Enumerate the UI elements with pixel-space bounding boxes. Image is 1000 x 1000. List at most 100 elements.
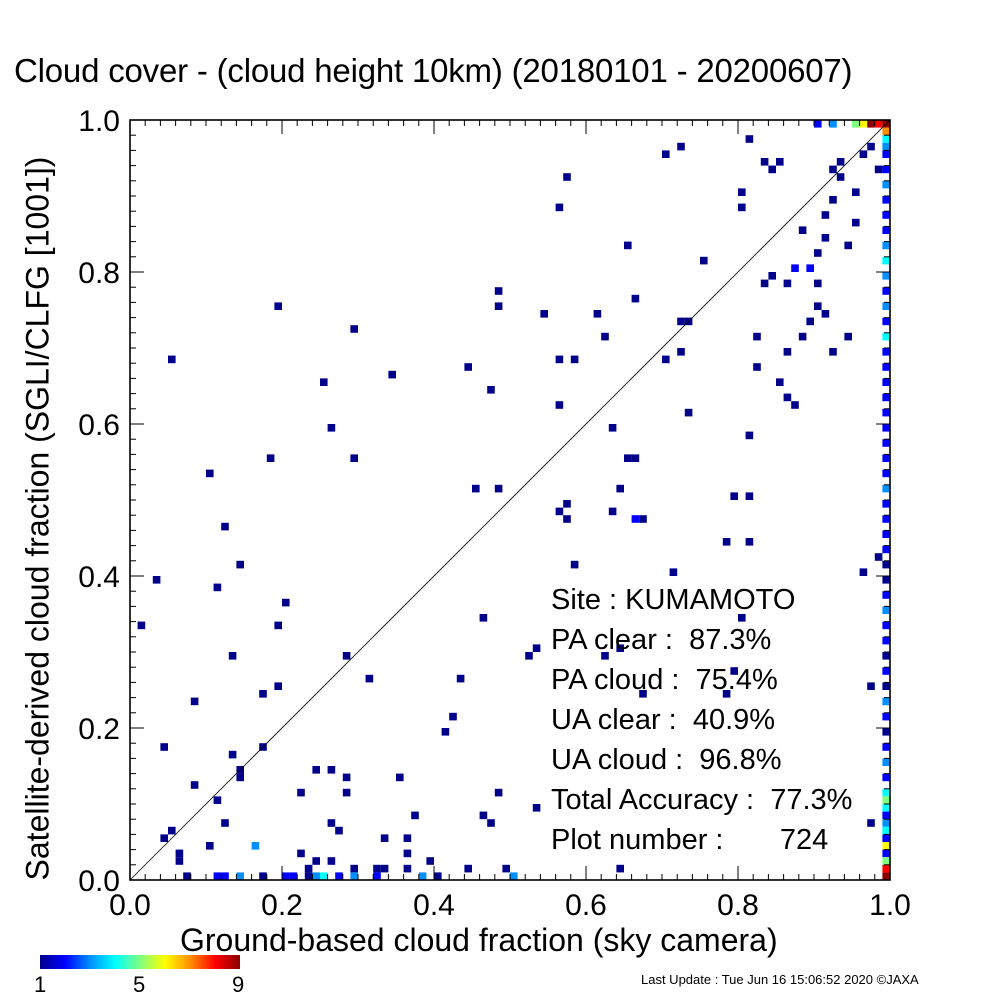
heatmap-cell bbox=[327, 857, 336, 865]
heatmap-cell bbox=[882, 864, 890, 873]
x-axis-label: Ground-based cloud fraction (sky camera) bbox=[180, 922, 778, 958]
heatmap-cell bbox=[175, 857, 184, 865]
heatmap-cell bbox=[874, 165, 883, 174]
x-tick-label: 0.0 bbox=[109, 889, 151, 922]
heatmap-cell bbox=[464, 363, 472, 371]
stat-ua-cloud: UA cloud : 96.8% bbox=[551, 744, 782, 776]
heatmap-cell bbox=[882, 226, 890, 234]
heatmap-cell bbox=[206, 842, 214, 850]
heatmap-cell bbox=[494, 484, 503, 493]
heatmap-cell bbox=[874, 553, 883, 561]
heatmap-cell bbox=[760, 279, 769, 288]
heatmap-cell bbox=[882, 712, 890, 721]
heatmap-cell bbox=[882, 302, 890, 310]
heatmap-cell bbox=[282, 872, 290, 880]
axis-tick-labels: 0.0 0.2 0.4 0.6 0.8 1.0 0.0 0.2 0.4 0.6 0.8 1.0 bbox=[78, 105, 911, 922]
colorbar-tick-1: 1 bbox=[34, 972, 47, 997]
heatmap-cell bbox=[882, 530, 890, 538]
heatmap-cell bbox=[190, 697, 199, 706]
heatmap-cell bbox=[882, 652, 890, 660]
heatmap-cell bbox=[882, 142, 890, 151]
heatmap-cell bbox=[555, 203, 564, 212]
heatmap-cell bbox=[776, 378, 784, 386]
heatmap-cell bbox=[312, 872, 320, 880]
heatmap-cell bbox=[836, 158, 845, 166]
heatmap-cell bbox=[479, 614, 488, 622]
heatmap-cell bbox=[677, 317, 685, 326]
heatmap-cell bbox=[783, 348, 792, 356]
heatmap-cell bbox=[882, 728, 890, 736]
heatmap-cell bbox=[738, 614, 746, 622]
y-axis-label: Satellite-derived cloud fraction (SGLI/C… bbox=[19, 156, 56, 881]
y-tick-label: 0.8 bbox=[78, 257, 120, 290]
heatmap-cell bbox=[745, 135, 754, 143]
heatmap-cell bbox=[882, 332, 890, 341]
heatmap-cell bbox=[342, 652, 351, 660]
heatmap-cell bbox=[882, 796, 890, 804]
heatmap-cell bbox=[236, 773, 244, 782]
heatmap-cell bbox=[859, 120, 868, 128]
heatmap-cell bbox=[753, 363, 761, 371]
heatmap-cell bbox=[844, 332, 852, 341]
heatmap-cell bbox=[327, 424, 336, 432]
heatmap-cell bbox=[616, 864, 624, 873]
heatmap-cell bbox=[882, 697, 890, 706]
heatmap-cell bbox=[753, 332, 761, 341]
heatmap-cell bbox=[882, 393, 890, 402]
heatmap-cell bbox=[396, 773, 404, 782]
heatmap-cell bbox=[342, 788, 351, 797]
heatmap-cell bbox=[798, 226, 807, 234]
heatmap-cell bbox=[738, 188, 746, 196]
heatmap-cell bbox=[882, 439, 890, 447]
heatmap-cell bbox=[844, 241, 852, 250]
heatmap-cell bbox=[289, 872, 298, 880]
stats-panel: Site : KUMAMOTO PA clear : 87.3% PA clou… bbox=[551, 580, 852, 860]
heatmap-cell bbox=[662, 150, 670, 158]
heatmap-cell bbox=[882, 241, 890, 250]
heatmap-cell bbox=[882, 621, 890, 630]
heatmap-cell bbox=[814, 120, 822, 128]
heatmap-cell bbox=[791, 401, 799, 409]
heatmap-cell bbox=[608, 424, 617, 432]
heatmap-cell bbox=[449, 712, 457, 721]
heatmap-cell bbox=[882, 469, 890, 478]
heatmap-cell bbox=[760, 158, 769, 166]
heatmap-cell bbox=[160, 834, 168, 842]
heatmap-cell bbox=[722, 538, 731, 546]
heatmap-cell bbox=[555, 355, 564, 364]
heatmap-cell bbox=[882, 560, 890, 569]
heatmap-cell bbox=[882, 317, 890, 326]
heatmap-cell bbox=[730, 492, 738, 500]
last-update-footer: Last Update : Tue Jun 16 15:06:52 2020 ©… bbox=[641, 972, 919, 987]
heatmap-cell bbox=[882, 834, 890, 842]
heatmap-cell bbox=[882, 150, 890, 158]
heatmap-cell bbox=[320, 872, 328, 880]
heatmap-cell bbox=[487, 819, 495, 827]
heatmap-cell bbox=[882, 211, 890, 219]
heatmap-cell bbox=[282, 598, 290, 607]
heatmap-cell bbox=[304, 872, 313, 880]
heatmap-cell bbox=[570, 560, 579, 569]
heatmap-cell bbox=[206, 469, 214, 478]
heatmap-cell bbox=[616, 644, 624, 652]
heatmap-cell bbox=[456, 674, 465, 683]
heatmap-cell bbox=[882, 363, 890, 371]
heatmap-cell bbox=[434, 872, 442, 880]
heatmap-cell bbox=[882, 545, 890, 554]
heatmap-cell bbox=[882, 484, 890, 493]
heatmap-cell bbox=[806, 264, 814, 272]
heatmap-cell bbox=[836, 173, 845, 181]
stat-site: Site : KUMAMOTO bbox=[551, 584, 796, 616]
heatmap-cell bbox=[882, 180, 890, 189]
heatmap-cell bbox=[168, 355, 176, 364]
heatmap-cell bbox=[601, 652, 609, 660]
heatmap-cell bbox=[867, 142, 875, 151]
heatmap-cell bbox=[464, 864, 472, 873]
heatmap-cell bbox=[882, 743, 890, 751]
heatmap-cell bbox=[783, 279, 792, 288]
heatmap-cell bbox=[677, 348, 685, 356]
heatmap-cell bbox=[228, 652, 237, 660]
heatmap-cell bbox=[882, 606, 890, 614]
heatmap-cell bbox=[859, 150, 868, 158]
heatmap-cell bbox=[563, 500, 571, 508]
